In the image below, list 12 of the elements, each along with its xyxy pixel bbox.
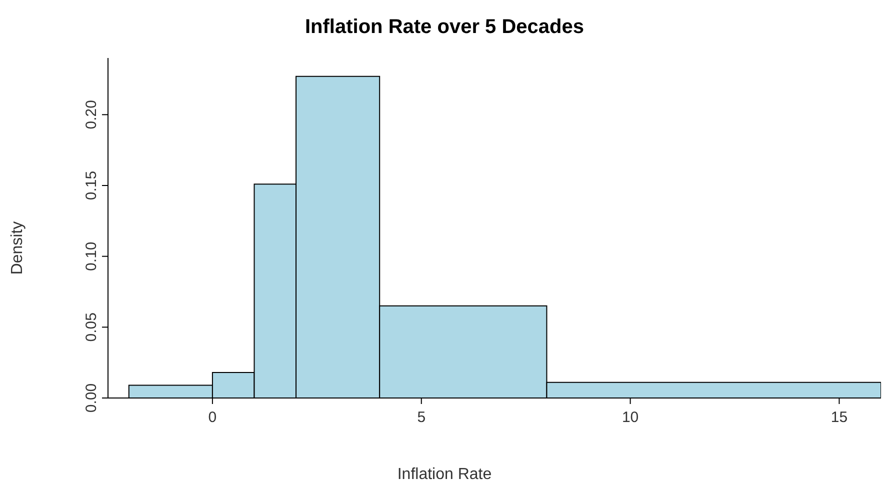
- x-axis-title: Inflation Rate: [396, 466, 493, 484]
- y-tick-label: 0.15: [83, 170, 100, 200]
- x-tick-label: 15: [830, 409, 848, 426]
- x-tick-label: 10: [622, 409, 639, 426]
- x-tick-label: 0: [208, 409, 217, 426]
- y-tick-label: 0.20: [83, 100, 100, 130]
- y-axis-title: Density: [9, 221, 27, 275]
- y-tick-label: 0.05: [83, 312, 100, 342]
- y-tick-label: 0.10: [83, 242, 100, 271]
- x-tick-label: 5: [417, 409, 426, 426]
- chart-title: Inflation Rate over 5 Decades: [304, 16, 585, 39]
- y-tick-label: 0.00: [83, 383, 100, 413]
